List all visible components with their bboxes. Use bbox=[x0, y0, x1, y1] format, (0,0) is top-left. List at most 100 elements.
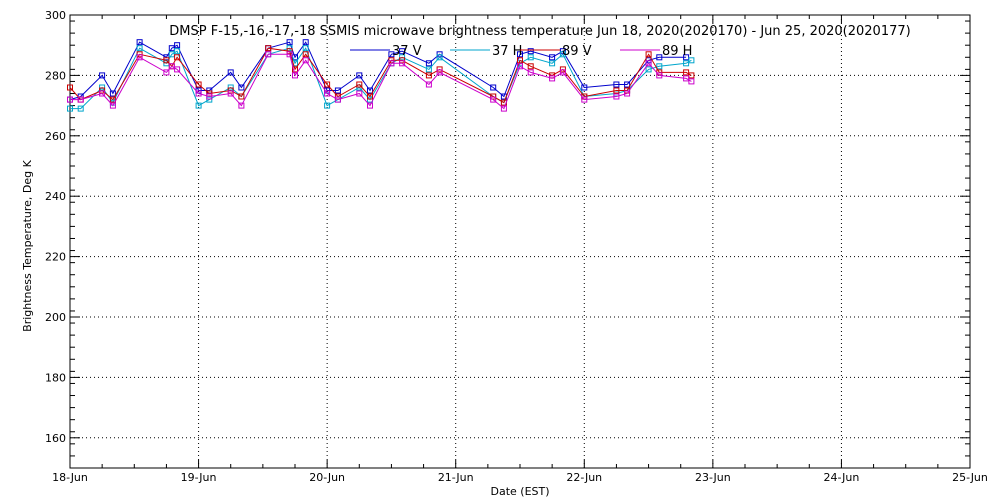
data-point-89-h bbox=[624, 90, 631, 97]
data-point-37-v bbox=[624, 81, 631, 88]
data-point-37-v bbox=[238, 84, 245, 91]
data-point-37-h bbox=[688, 57, 695, 64]
data-point-37-h bbox=[136, 45, 143, 52]
data-point-89-h bbox=[77, 96, 84, 103]
x-tick-label: 18-Jun bbox=[52, 471, 88, 484]
data-point-89-h bbox=[109, 102, 116, 109]
data-point-37-h bbox=[302, 45, 309, 52]
data-point-37-v bbox=[99, 72, 106, 79]
legend-label-89-v: 89 V bbox=[562, 44, 592, 59]
data-point-89-h bbox=[334, 96, 341, 103]
data-point-89-h bbox=[136, 54, 143, 61]
data-point-37-v bbox=[527, 48, 534, 55]
data-point-89-h bbox=[425, 81, 432, 88]
data-point-89-h bbox=[490, 96, 497, 103]
data-point-37-h bbox=[174, 48, 181, 55]
data-point-89-h bbox=[388, 60, 395, 67]
data-point-89-h bbox=[302, 57, 309, 64]
data-point-89-h bbox=[645, 60, 652, 67]
data-point-89-h bbox=[324, 90, 331, 97]
data-point-89-h bbox=[549, 75, 556, 82]
series-layer bbox=[67, 39, 695, 112]
data-point-37-v bbox=[656, 54, 663, 61]
data-point-89-h bbox=[227, 90, 234, 97]
data-point-37-h bbox=[195, 102, 202, 109]
data-point-37-v bbox=[109, 90, 116, 97]
x-tick-label: 25-Jun bbox=[952, 471, 988, 484]
chart-title: DMSP F-15,-16,-17,-18 SSMIS microwave br… bbox=[169, 24, 910, 39]
x-tick-label: 21-Jun bbox=[438, 471, 474, 484]
data-point-37-v bbox=[334, 87, 341, 94]
data-point-89-h bbox=[265, 51, 272, 58]
data-point-89-v bbox=[527, 63, 534, 70]
data-point-89-h bbox=[99, 90, 106, 97]
data-point-37-v bbox=[286, 39, 293, 46]
data-point-89-v bbox=[302, 51, 309, 58]
data-point-89-v bbox=[645, 51, 652, 58]
data-point-37-v bbox=[174, 42, 181, 49]
data-point-89-h bbox=[168, 63, 175, 70]
data-point-37-h bbox=[559, 51, 566, 58]
tick-layer: 18-Jun 19-Jun 20-Jun 21-Jun 22-Jun 23-Jun 24-J… bbox=[45, 9, 988, 484]
legend-label-37-v: 37 V bbox=[392, 44, 422, 59]
x-tick-label: 19-Jun bbox=[181, 471, 217, 484]
data-point-37-v bbox=[490, 84, 497, 91]
data-point-89-v bbox=[163, 57, 170, 64]
data-point-37-h bbox=[425, 66, 432, 73]
data-point-37-v bbox=[613, 81, 620, 88]
data-point-37-h bbox=[324, 102, 331, 109]
x-tick-label: 23-Jun bbox=[695, 471, 731, 484]
data-point-89-h bbox=[399, 60, 406, 67]
data-point-37-v bbox=[388, 51, 395, 58]
y-tick-label: 200 bbox=[45, 311, 66, 324]
data-point-89-h bbox=[206, 93, 213, 100]
data-point-37-v bbox=[302, 39, 309, 46]
y-tick-label: 300 bbox=[45, 9, 66, 22]
y-tick-label: 240 bbox=[45, 190, 66, 203]
data-point-89-v bbox=[286, 48, 293, 55]
data-point-37-h bbox=[549, 60, 556, 67]
data-point-89-h bbox=[163, 69, 170, 76]
legend: 37 V 37 H 89 V 89 H bbox=[350, 44, 692, 59]
data-point-37-h bbox=[206, 96, 213, 103]
data-point-89-v bbox=[517, 57, 523, 64]
x-tick-label: 24-Jun bbox=[824, 471, 860, 484]
data-point-89-h bbox=[559, 69, 566, 76]
data-point-37-h bbox=[67, 105, 73, 112]
data-point-37-v bbox=[581, 84, 588, 91]
data-point-89-v bbox=[195, 81, 202, 88]
data-point-89-h bbox=[500, 105, 507, 112]
data-point-89-h bbox=[436, 69, 443, 76]
data-point-89-v bbox=[613, 87, 620, 94]
x-axis-label: Date (EST) bbox=[490, 485, 549, 498]
data-point-37-v bbox=[399, 48, 406, 55]
data-point-89-v bbox=[292, 66, 298, 73]
data-point-89-h bbox=[286, 51, 293, 58]
legend-label-37-h: 37 H bbox=[492, 44, 522, 59]
x-tick-label: 20-Jun bbox=[309, 471, 345, 484]
data-point-37-v bbox=[356, 72, 363, 79]
data-point-89-h bbox=[195, 90, 202, 97]
data-point-37-v bbox=[517, 51, 523, 58]
y-tick-label: 260 bbox=[45, 130, 66, 143]
data-point-89-h bbox=[581, 96, 588, 103]
data-point-89-h bbox=[356, 90, 363, 97]
data-point-89-v bbox=[109, 96, 116, 103]
data-point-37-v bbox=[549, 54, 556, 61]
legend-label-89-h: 89 H bbox=[662, 44, 692, 59]
data-point-89-v bbox=[324, 81, 331, 88]
data-point-89-v bbox=[367, 93, 373, 100]
data-point-37-h bbox=[292, 60, 298, 67]
data-point-37-h bbox=[436, 54, 443, 61]
data-point-37-v bbox=[425, 60, 432, 67]
data-point-89-v bbox=[425, 72, 432, 79]
y-tick-label: 220 bbox=[45, 251, 66, 264]
y-axis-label: Brightness Temperature, Deg K bbox=[21, 159, 34, 331]
data-point-37-h bbox=[77, 105, 84, 112]
y-tick-label: 280 bbox=[45, 69, 66, 82]
data-point-89-h bbox=[517, 63, 523, 70]
x-tick-label: 22-Jun bbox=[566, 471, 602, 484]
data-point-89-h bbox=[238, 102, 245, 109]
